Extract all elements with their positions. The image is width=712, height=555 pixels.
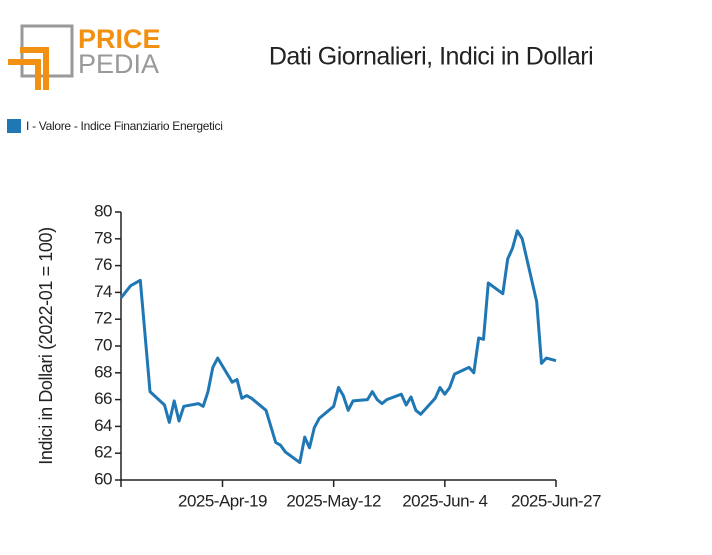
y-tick-label: 74 xyxy=(94,282,112,301)
y-tick-label: 68 xyxy=(94,362,112,381)
logo-bottom: PEDIA xyxy=(78,49,159,79)
y-tick-label: 72 xyxy=(94,309,112,328)
logo-bracket xyxy=(8,47,49,90)
chart-title: Dati Giornalieri, Indici in Dollari xyxy=(269,43,593,71)
y-tick-label: 60 xyxy=(94,469,112,488)
logo: PRICE PEDIA xyxy=(8,24,161,90)
y-tick-label: 78 xyxy=(94,228,112,247)
y-tick-label: 62 xyxy=(94,443,112,462)
x-tick-label: 2025-Apr-19 xyxy=(178,491,267,510)
y-tick-label: 70 xyxy=(94,335,112,354)
y-tick-label: 76 xyxy=(94,255,112,274)
legend-swatch xyxy=(7,119,21,133)
x-tick-label: 2025-Jun- 4 xyxy=(402,491,487,510)
x-tick-label: 2025-May-12 xyxy=(286,491,381,510)
legend-label: I - Valore - Indice Finanziario Energeti… xyxy=(26,119,223,133)
y-tick-label: 64 xyxy=(94,416,112,435)
y-tick-label: 80 xyxy=(94,201,112,220)
logo-top: PRICE xyxy=(78,24,161,54)
data-line xyxy=(119,229,557,465)
x-tick-label: 2025-Jun-27 xyxy=(511,491,601,510)
y-axis-label: Indici in Dollari (2022-01 = 100) xyxy=(36,227,56,464)
y-tick-label: 66 xyxy=(94,389,112,408)
